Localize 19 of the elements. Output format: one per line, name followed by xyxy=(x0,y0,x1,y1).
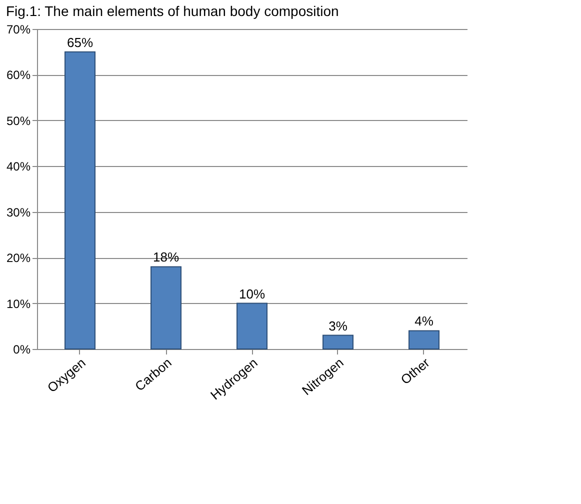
y-tick-label: 10% xyxy=(6,296,31,311)
bar xyxy=(322,334,354,350)
data-label: 3% xyxy=(328,318,348,334)
bar xyxy=(150,266,182,350)
data-label: 4% xyxy=(414,314,434,329)
y-tick-label: 30% xyxy=(6,205,31,220)
data-label: 18% xyxy=(152,250,180,265)
data-label: 10% xyxy=(238,286,266,302)
y-tick-label: 0% xyxy=(13,342,31,356)
y-tick-label: 60% xyxy=(6,68,31,82)
bar xyxy=(408,330,440,350)
y-tick-label: 20% xyxy=(6,251,31,266)
y-tick-label: 40% xyxy=(6,160,31,174)
bar xyxy=(64,51,96,350)
data-label: 65% xyxy=(66,34,94,50)
chart-title: Fig.1: The main elements of human body composition xyxy=(6,3,339,19)
y-tick-label: 50% xyxy=(6,114,31,128)
y-tick-label: 70% xyxy=(6,22,31,36)
bar xyxy=(236,302,268,350)
